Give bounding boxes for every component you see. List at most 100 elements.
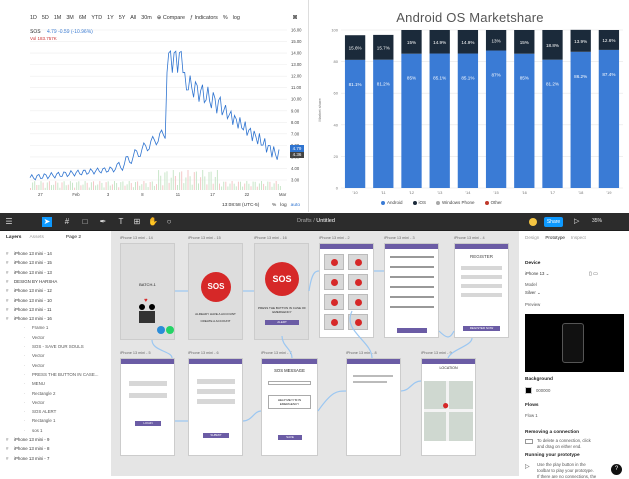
frame-7[interactable]: SOS MESSAGE HELP ME!! I'M IN EMERGENCY S… <box>261 358 318 456</box>
x-tick-label: 17 <box>210 192 215 197</box>
scale-log[interactable]: log <box>280 203 287 208</box>
figure-head-right <box>149 304 155 310</box>
x-tick-label: 27 <box>38 192 43 197</box>
x-tick-label: '19 <box>606 190 612 195</box>
tab-inspect[interactable]: Inspect <box>570 235 586 240</box>
register-field <box>461 284 502 288</box>
stock-price-plot[interactable]: 16.00 15.00 14.00 13.00 12.00 11.00 10.00 9.00 8… <box>0 0 309 212</box>
play-icon[interactable]: ▷ <box>574 218 580 225</box>
bar-android <box>344 59 366 188</box>
volume-bar <box>212 183 214 190</box>
indicators-button[interactable]: ƒ Indicators <box>190 15 218 21</box>
flow-item[interactable]: Flow 1 <box>525 413 538 418</box>
tab-assets[interactable]: Assets <box>29 235 44 240</box>
frame-16[interactable]: SOS PRESS THE BUTTON IN CASE OF EMERGENC… <box>254 243 309 340</box>
layer-item[interactable]: # DESIGN BY HARSHA <box>6 279 57 287</box>
document-title[interactable]: Drafts / Untitled <box>297 218 335 224</box>
layer-item[interactable]: · PRESS THE BUTTON IN CASE... <box>24 372 98 380</box>
layer-item[interactable]: # iPhone 13 mini - 7 <box>6 456 49 464</box>
range-1d[interactable]: 1D <box>30 15 37 21</box>
layer-item[interactable]: · sos 1 <box>24 428 43 436</box>
range-ytd[interactable]: YTD <box>91 15 103 21</box>
range-all[interactable]: All <box>130 15 137 21</box>
frame-2[interactable] <box>319 243 374 338</box>
chevron-down-icon: ⌄ <box>536 290 541 295</box>
move-tool-icon[interactable]: ➤ <box>42 217 52 227</box>
orientation-icon[interactable]: ▯ ▭ <box>589 271 598 277</box>
frame-tool-icon[interactable]: # <box>64 217 70 226</box>
help-button[interactable]: ? <box>611 464 622 475</box>
frame-6-header <box>189 359 242 364</box>
device-select[interactable]: iPhone 13 ⌄ <box>525 271 585 279</box>
range-3m[interactable]: 3M <box>66 15 74 21</box>
design-canvas[interactable]: iPhone 13 mini - 14 BATCH-1 ♥ iPhone 13 … <box>112 231 518 476</box>
frame-9[interactable]: LOCATION ● <box>421 358 476 456</box>
data-label: 87.4% <box>602 72 615 77</box>
frame-2-header <box>320 244 373 249</box>
frame-3[interactable] <box>384 243 439 338</box>
indicators-icon: ƒ <box>189 15 195 21</box>
scale-auto[interactable]: auto <box>290 203 301 208</box>
range-5y[interactable]: 5Y <box>118 15 126 21</box>
tab-prototype[interactable]: Prototype <box>545 235 565 240</box>
page-select[interactable]: Page 2 <box>65 235 82 240</box>
volume-bar <box>118 187 120 190</box>
layer-item[interactable]: # iPhone 13 mini - 13 <box>6 270 52 278</box>
frame-icon: # <box>6 297 9 303</box>
scale-percent[interactable]: % <box>272 203 277 208</box>
layer-item[interactable]: · Rectangle 2 <box>24 391 55 399</box>
share-button[interactable]: Share <box>544 217 563 227</box>
volume-bar <box>200 177 202 190</box>
frame-5[interactable]: LOGIN <box>120 358 175 456</box>
layer-item[interactable]: · MENU <box>24 381 45 389</box>
layer-item[interactable]: # iPhone 13 mini - 9 <box>6 437 49 445</box>
hand-tool-icon[interactable]: ✋ <box>148 217 158 226</box>
frame-6[interactable]: SUBMIT <box>188 358 243 456</box>
layer-label: iPhone 13 mini - 14 <box>14 251 52 256</box>
log-toggle[interactable]: log <box>232 15 240 21</box>
range-1y[interactable]: 1Y <box>107 15 114 21</box>
layer-item[interactable]: # iPhone 13 mini - 8 <box>6 446 49 454</box>
frame-8[interactable] <box>346 358 401 456</box>
model-select[interactable]: Silver ⌄ <box>525 290 585 298</box>
percent-toggle[interactable]: % <box>222 15 228 21</box>
background-swatch[interactable] <box>525 387 532 394</box>
range-5d[interactable]: 5D <box>41 15 49 21</box>
frame-4[interactable]: REGISTER REGISTER NOW <box>454 243 509 338</box>
layer-item[interactable]: · SOS ALERT <box>24 409 56 417</box>
camera-icon[interactable]: ◙ <box>293 14 298 21</box>
layer-item[interactable]: # iPhone 13 mini - 16 <box>6 316 52 324</box>
layer-item[interactable]: · Vector <box>24 353 44 361</box>
text-tool-icon[interactable]: T <box>118 217 124 226</box>
zoom-level[interactable]: 35% <box>592 218 603 224</box>
layer-item[interactable]: # iPhone 13 mini - 10 <box>6 298 52 306</box>
tab-design[interactable]: Design <box>525 235 540 240</box>
main-menu-icon[interactable]: ☰ <box>5 217 13 226</box>
bar-chart-plot: 100 80 60 40 20 0 Market share 81.1% 15.6% '10 81.… <box>317 28 623 195</box>
layer-item[interactable]: · Vector <box>24 400 44 408</box>
comment-icon[interactable]: ○ <box>166 217 172 226</box>
layer-item[interactable]: · Frame 1 <box>24 325 48 333</box>
frame-14[interactable]: BATCH-1 ♥ <box>120 243 175 340</box>
layer-item[interactable]: · Vector <box>24 335 44 343</box>
interval-select[interactable]: 30m <box>141 15 152 21</box>
resources-icon[interactable]: ⊞ <box>133 217 141 226</box>
layer-item[interactable]: · SOS - SAVE OUR SOULS <box>24 344 84 352</box>
volume-bar <box>147 187 149 190</box>
avatar[interactable] <box>529 218 537 226</box>
compare-button[interactable]: ⊕ Compare <box>157 15 185 21</box>
layer-item[interactable]: · Rectangle 1 <box>24 418 55 426</box>
frame-15[interactable]: SOS ALREADY HAVE A ACCOUNT CREATE A ACCO… <box>188 243 243 340</box>
shape-tool-icon[interactable]: □ <box>82 217 88 226</box>
layer-item[interactable]: # iPhone 13 mini - 11 <box>6 307 52 315</box>
layer-item[interactable]: # iPhone 13 mini - 15 <box>6 260 52 268</box>
contact-field <box>197 389 235 394</box>
layer-item[interactable]: · Vector <box>24 363 44 371</box>
pen-tool-icon[interactable]: ✒ <box>99 217 107 226</box>
layer-item[interactable]: # iPhone 13 mini - 12 <box>6 288 52 296</box>
range-1m[interactable]: 1M <box>53 15 62 21</box>
tab-layers[interactable]: Layers <box>6 235 22 240</box>
range-6m[interactable]: 6M <box>78 15 87 21</box>
layer-item[interactable]: # iPhone 13 mini - 14 <box>6 251 52 259</box>
background-value[interactable]: 000000 <box>536 388 551 393</box>
